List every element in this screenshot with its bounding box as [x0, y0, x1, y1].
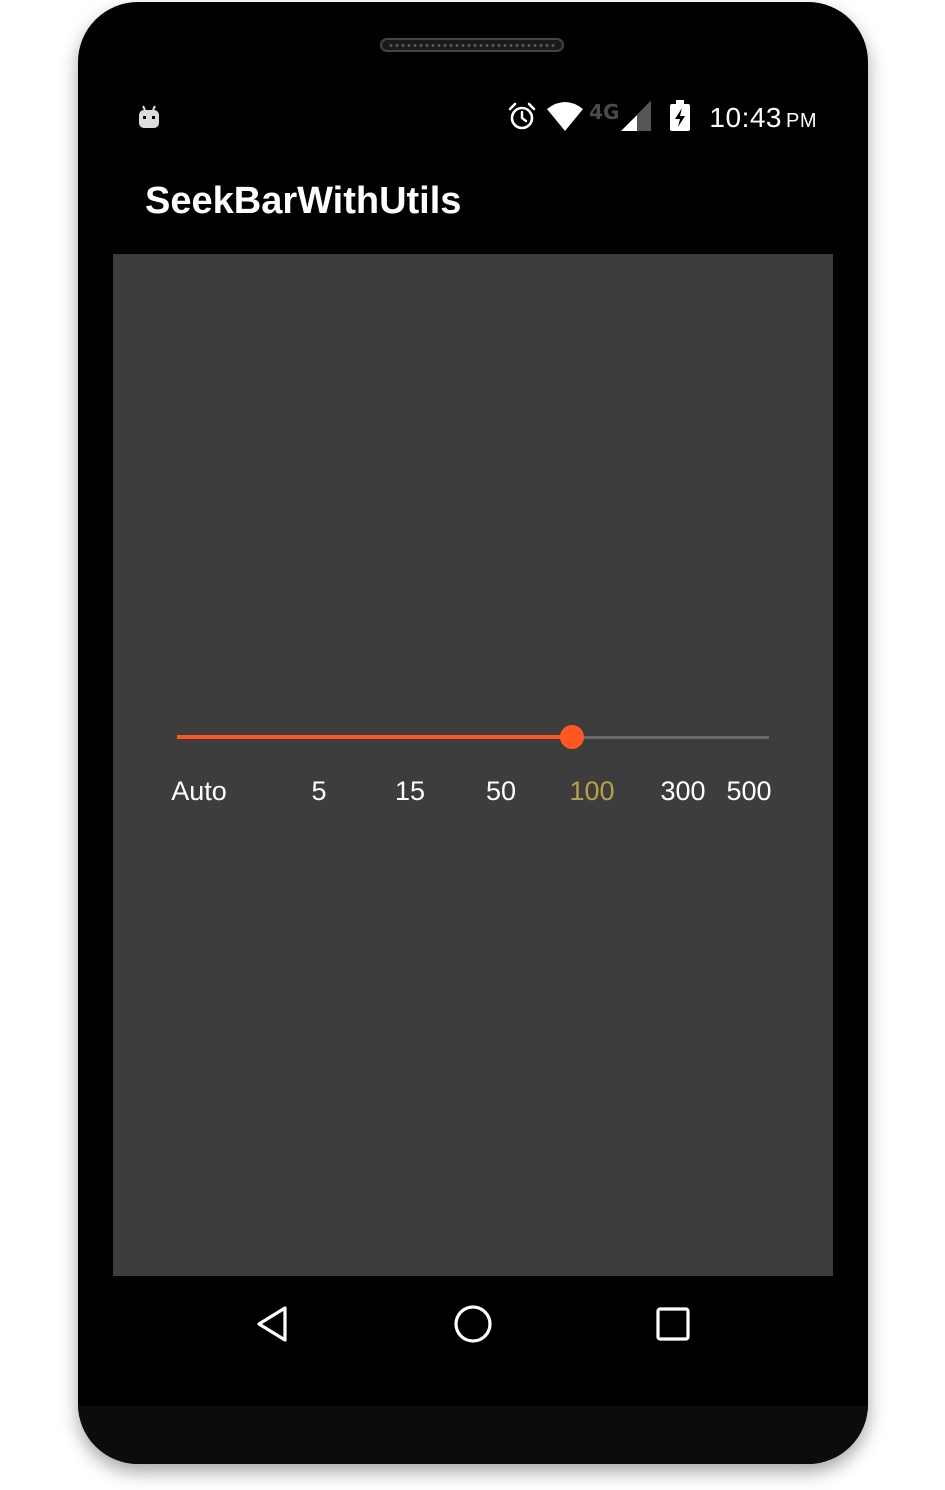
seekbar-label-50[interactable]: 50 [485, 776, 517, 806]
status-bar: 4G 10:43 PM [113, 86, 833, 152]
seekbar-label-300[interactable]: 300 [660, 776, 706, 806]
seekbar-label-500[interactable]: 500 [726, 776, 772, 806]
home-icon[interactable] [443, 1294, 503, 1354]
battery-charging-icon [669, 100, 691, 136]
network-type-label: 4G [589, 100, 620, 124]
seekbar-label-100[interactable]: 100 [569, 776, 615, 806]
seekbar[interactable] [177, 724, 769, 752]
device-bottom-lip [78, 1406, 868, 1464]
wifi-icon [547, 101, 584, 135]
phone-screen: 4G 10:43 PM [113, 86, 833, 1372]
speaker-grille [388, 43, 556, 48]
earpiece-speaker [380, 38, 564, 52]
clock-time: 10:43 [709, 102, 782, 133]
seekbar-label-auto[interactable]: Auto [171, 776, 227, 806]
seekbar-thumb[interactable] [560, 725, 584, 749]
clock-ampm: PM [786, 110, 817, 132]
app-title: SeekBarWithUtils [145, 180, 462, 222]
seekbar-label-15[interactable]: 15 [394, 776, 426, 806]
navigation-bar [113, 1276, 833, 1372]
recents-icon[interactable] [643, 1294, 703, 1354]
action-bar: SeekBarWithUtils [113, 152, 833, 254]
main-content: Auto 5 15 50 100 300 500 [113, 254, 833, 1276]
seekbar-label-5[interactable]: 5 [311, 776, 327, 806]
back-icon[interactable] [243, 1294, 303, 1354]
seekbar-progress [177, 735, 572, 739]
seekbar-labels: Auto 5 15 50 100 300 500 [113, 776, 833, 816]
status-clock: 10:43 PM [709, 102, 817, 134]
android-notification-icon [137, 104, 161, 130]
status-icons: 4G 10:43 PM [497, 98, 817, 138]
signal-icon [621, 101, 652, 135]
alarm-icon [507, 101, 537, 135]
phone-device-frame: 4G 10:43 PM [78, 2, 868, 1464]
